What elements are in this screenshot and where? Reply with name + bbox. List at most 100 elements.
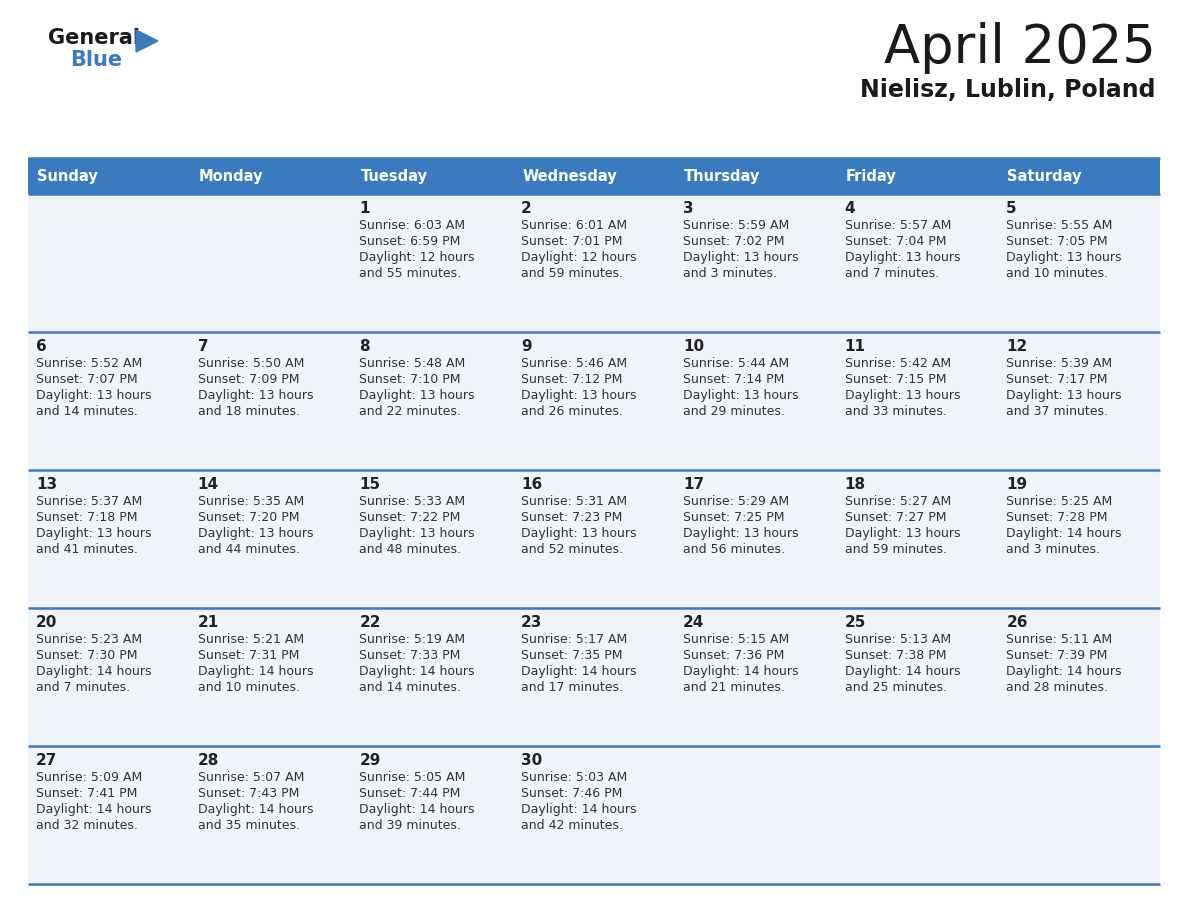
Text: and 41 minutes.: and 41 minutes.	[36, 543, 138, 556]
Text: Sunrise: 5:17 AM: Sunrise: 5:17 AM	[522, 633, 627, 646]
Text: Sunrise: 5:23 AM: Sunrise: 5:23 AM	[36, 633, 143, 646]
Text: 10: 10	[683, 339, 704, 354]
Text: and 3 minutes.: and 3 minutes.	[1006, 543, 1100, 556]
Text: Sunrise: 5:52 AM: Sunrise: 5:52 AM	[36, 357, 143, 370]
Text: Blue: Blue	[70, 50, 122, 70]
Text: Saturday: Saturday	[1007, 169, 1082, 184]
Text: Sunrise: 5:19 AM: Sunrise: 5:19 AM	[360, 633, 466, 646]
Text: Daylight: 13 hours: Daylight: 13 hours	[360, 527, 475, 540]
Text: 6: 6	[36, 339, 46, 354]
Text: Sunrise: 5:44 AM: Sunrise: 5:44 AM	[683, 357, 789, 370]
Text: 16: 16	[522, 477, 543, 492]
Text: 4: 4	[845, 201, 855, 216]
Text: Sunset: 7:30 PM: Sunset: 7:30 PM	[36, 649, 138, 662]
Text: Sunset: 7:17 PM: Sunset: 7:17 PM	[1006, 373, 1107, 386]
Text: Sunrise: 5:27 AM: Sunrise: 5:27 AM	[845, 495, 950, 508]
Text: Sunset: 7:46 PM: Sunset: 7:46 PM	[522, 787, 623, 800]
Text: 24: 24	[683, 615, 704, 630]
Text: Daylight: 13 hours: Daylight: 13 hours	[522, 389, 637, 402]
Text: 11: 11	[845, 339, 866, 354]
Text: Sunday: Sunday	[37, 169, 97, 184]
Text: and 52 minutes.: and 52 minutes.	[522, 543, 624, 556]
Text: 25: 25	[845, 615, 866, 630]
Text: Sunset: 7:38 PM: Sunset: 7:38 PM	[845, 649, 946, 662]
Text: and 39 minutes.: and 39 minutes.	[360, 819, 461, 832]
Text: Sunrise: 5:55 AM: Sunrise: 5:55 AM	[1006, 219, 1113, 232]
Text: Sunset: 7:36 PM: Sunset: 7:36 PM	[683, 649, 784, 662]
Text: Daylight: 14 hours: Daylight: 14 hours	[845, 665, 960, 678]
Text: and 37 minutes.: and 37 minutes.	[1006, 405, 1108, 418]
Text: 2: 2	[522, 201, 532, 216]
Text: 30: 30	[522, 753, 543, 768]
Text: Sunrise: 5:48 AM: Sunrise: 5:48 AM	[360, 357, 466, 370]
Text: and 18 minutes.: and 18 minutes.	[197, 405, 299, 418]
Text: Sunrise: 6:03 AM: Sunrise: 6:03 AM	[360, 219, 466, 232]
Text: 1: 1	[360, 201, 369, 216]
Bar	[29, 158, 1159, 194]
Text: Sunrise: 5:07 AM: Sunrise: 5:07 AM	[197, 771, 304, 784]
Text: and 33 minutes.: and 33 minutes.	[845, 405, 947, 418]
Text: and 10 minutes.: and 10 minutes.	[197, 681, 299, 694]
Text: Daylight: 13 hours: Daylight: 13 hours	[1006, 251, 1121, 264]
Text: Sunset: 7:25 PM: Sunset: 7:25 PM	[683, 511, 784, 524]
Text: Daylight: 14 hours: Daylight: 14 hours	[197, 803, 314, 816]
Text: and 10 minutes.: and 10 minutes.	[1006, 267, 1108, 280]
Text: April 2025: April 2025	[884, 22, 1156, 74]
Text: 27: 27	[36, 753, 57, 768]
Text: Sunrise: 5:37 AM: Sunrise: 5:37 AM	[36, 495, 143, 508]
Text: Sunrise: 5:46 AM: Sunrise: 5:46 AM	[522, 357, 627, 370]
Text: Daylight: 14 hours: Daylight: 14 hours	[522, 803, 637, 816]
Text: Daylight: 13 hours: Daylight: 13 hours	[522, 527, 637, 540]
Text: Daylight: 13 hours: Daylight: 13 hours	[683, 389, 798, 402]
Text: 14: 14	[197, 477, 219, 492]
Text: Sunrise: 5:33 AM: Sunrise: 5:33 AM	[360, 495, 466, 508]
Text: Daylight: 13 hours: Daylight: 13 hours	[683, 527, 798, 540]
Text: Sunset: 7:39 PM: Sunset: 7:39 PM	[1006, 649, 1107, 662]
Text: Sunrise: 5:21 AM: Sunrise: 5:21 AM	[197, 633, 304, 646]
Text: General: General	[48, 28, 140, 48]
Text: Sunrise: 5:25 AM: Sunrise: 5:25 AM	[1006, 495, 1112, 508]
Text: Sunset: 7:27 PM: Sunset: 7:27 PM	[845, 511, 946, 524]
Text: Daylight: 13 hours: Daylight: 13 hours	[36, 527, 152, 540]
Text: 12: 12	[1006, 339, 1028, 354]
Text: and 25 minutes.: and 25 minutes.	[845, 681, 947, 694]
Text: 20: 20	[36, 615, 57, 630]
Text: Sunrise: 5:13 AM: Sunrise: 5:13 AM	[845, 633, 950, 646]
Text: and 35 minutes.: and 35 minutes.	[197, 819, 299, 832]
Text: and 14 minutes.: and 14 minutes.	[36, 405, 138, 418]
Text: 5: 5	[1006, 201, 1017, 216]
Text: and 59 minutes.: and 59 minutes.	[522, 267, 624, 280]
Text: Sunset: 7:44 PM: Sunset: 7:44 PM	[360, 787, 461, 800]
Text: Daylight: 13 hours: Daylight: 13 hours	[36, 389, 152, 402]
Text: Sunset: 7:01 PM: Sunset: 7:01 PM	[522, 235, 623, 248]
Text: 22: 22	[360, 615, 381, 630]
Text: 21: 21	[197, 615, 219, 630]
Text: Daylight: 14 hours: Daylight: 14 hours	[522, 665, 637, 678]
Text: Daylight: 14 hours: Daylight: 14 hours	[197, 665, 314, 678]
Text: Sunrise: 5:15 AM: Sunrise: 5:15 AM	[683, 633, 789, 646]
Text: 3: 3	[683, 201, 694, 216]
Text: and 42 minutes.: and 42 minutes.	[522, 819, 623, 832]
Text: Sunrise: 5:57 AM: Sunrise: 5:57 AM	[845, 219, 950, 232]
Text: Daylight: 12 hours: Daylight: 12 hours	[360, 251, 475, 264]
Text: and 28 minutes.: and 28 minutes.	[1006, 681, 1108, 694]
Text: Daylight: 14 hours: Daylight: 14 hours	[36, 665, 152, 678]
Text: and 7 minutes.: and 7 minutes.	[36, 681, 131, 694]
Text: Sunrise: 5:05 AM: Sunrise: 5:05 AM	[360, 771, 466, 784]
Text: Sunrise: 5:09 AM: Sunrise: 5:09 AM	[36, 771, 143, 784]
Text: Sunset: 7:43 PM: Sunset: 7:43 PM	[197, 787, 299, 800]
Text: Daylight: 14 hours: Daylight: 14 hours	[36, 803, 152, 816]
Text: Sunrise: 5:35 AM: Sunrise: 5:35 AM	[197, 495, 304, 508]
Text: and 59 minutes.: and 59 minutes.	[845, 543, 947, 556]
Text: Sunset: 7:41 PM: Sunset: 7:41 PM	[36, 787, 138, 800]
Text: Daylight: 14 hours: Daylight: 14 hours	[360, 665, 475, 678]
Text: and 21 minutes.: and 21 minutes.	[683, 681, 785, 694]
Text: and 55 minutes.: and 55 minutes.	[360, 267, 462, 280]
Text: 18: 18	[845, 477, 866, 492]
Text: Monday: Monday	[198, 169, 264, 184]
Text: 19: 19	[1006, 477, 1028, 492]
Text: Tuesday: Tuesday	[360, 169, 428, 184]
Text: Daylight: 14 hours: Daylight: 14 hours	[360, 803, 475, 816]
Text: 26: 26	[1006, 615, 1028, 630]
Text: 28: 28	[197, 753, 219, 768]
